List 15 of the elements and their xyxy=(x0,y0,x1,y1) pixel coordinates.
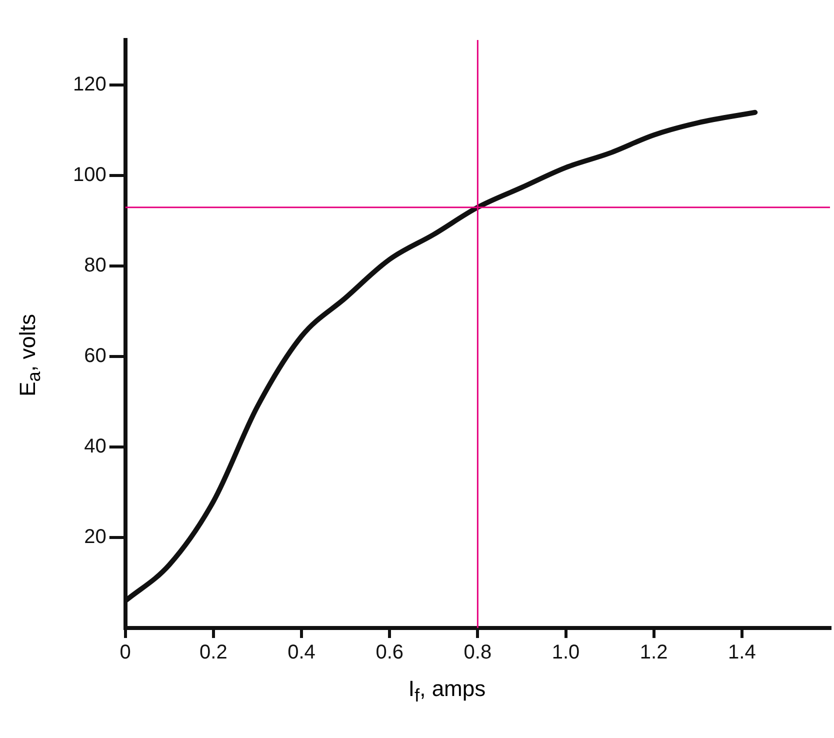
x-tick-label: 1.2 xyxy=(640,642,668,664)
x-tick-label: 0 xyxy=(120,642,131,664)
y-tick-label: 60 xyxy=(84,345,106,368)
y-tick-label: 80 xyxy=(84,254,106,277)
x-tick-label: 0.6 xyxy=(376,642,404,664)
x-tick-label: 0.4 xyxy=(288,642,316,664)
x-tick-label: 1.4 xyxy=(728,642,756,664)
x-tick-label: 0.8 xyxy=(464,642,492,664)
y-tick-label: 100 xyxy=(72,164,106,186)
y-tick-label: 20 xyxy=(84,526,106,548)
x-tick-label: 0.2 xyxy=(200,642,228,664)
y-tick-label: 120 xyxy=(72,74,106,96)
x-axis-title: I$_{f}$, amps xyxy=(407,676,487,706)
x-tick-label: 1.0 xyxy=(552,642,580,664)
y-tick-label: 40 xyxy=(84,436,106,458)
